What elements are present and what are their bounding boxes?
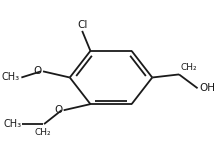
Text: Cl: Cl [77, 20, 87, 30]
Text: CH₂: CH₂ [180, 63, 197, 72]
Text: O: O [34, 66, 42, 76]
Text: CH₂: CH₂ [35, 128, 51, 137]
Text: OH: OH [200, 83, 216, 93]
Text: CH₃: CH₃ [1, 73, 19, 82]
Text: O: O [54, 105, 63, 115]
Text: CH₃: CH₃ [3, 119, 21, 129]
